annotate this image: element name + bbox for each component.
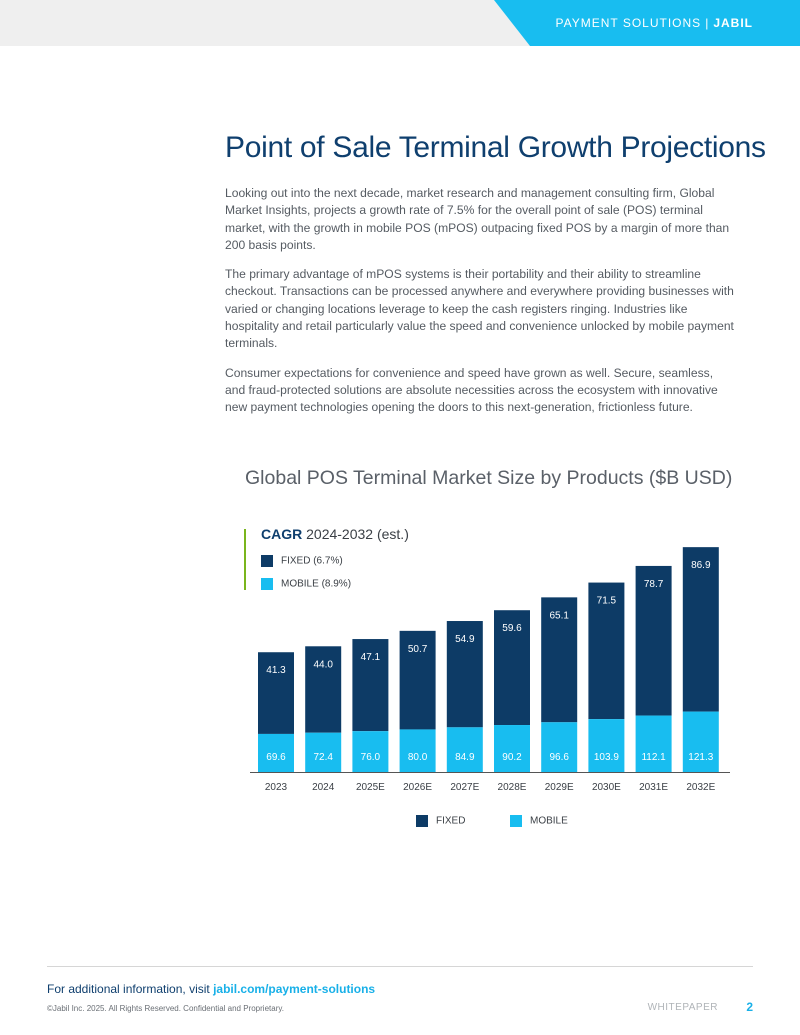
paragraph-2: The primary advantage of mPOS systems is… <box>225 267 734 351</box>
bar-mobile <box>305 732 342 772</box>
bar-fixed <box>446 621 483 728</box>
data-label-fixed: 44.0 <box>313 659 333 670</box>
page-number: 2 <box>746 1000 753 1014</box>
header-brand: JABIL <box>713 16 753 30</box>
data-label-fixed: 59.6 <box>502 623 522 634</box>
paragraph-3: Consumer expectations for convenience an… <box>225 365 718 415</box>
footer-info: For additional information, visit jabil.… <box>47 982 375 996</box>
bar-fixed <box>588 582 625 720</box>
data-label-mobile: 84.9 <box>455 752 475 763</box>
data-label-mobile: 96.6 <box>549 752 569 763</box>
x-tick-label: 2024 <box>312 782 335 793</box>
cagr-mobile: MOBILE (8.9%) <box>261 578 351 590</box>
legend-mobile-label: MOBILE <box>530 815 568 827</box>
bar-fixed <box>399 630 436 730</box>
cagr-fixed: FIXED (6.7%) <box>261 555 343 567</box>
bar-mobile <box>588 719 625 772</box>
data-label-fixed: 86.9 <box>691 560 711 571</box>
x-tick-label: 2030E <box>592 782 621 793</box>
data-label-mobile: 112.1 <box>641 752 666 763</box>
legend-fixed-label: FIXED <box>436 815 466 827</box>
cagr-range: 2024-2032 (est.) <box>306 526 409 542</box>
cagr-fixed-label: FIXED (6.7%) <box>281 555 343 567</box>
bar-fixed <box>682 547 719 712</box>
header-text: PAYMENT SOLUTIONS | JABIL <box>556 16 754 30</box>
bar-mobile <box>541 722 578 772</box>
data-label-mobile: 69.6 <box>266 752 286 763</box>
data-label-fixed: 54.9 <box>455 634 475 645</box>
data-label-fixed: 78.7 <box>644 579 664 590</box>
data-label-fixed: 47.1 <box>361 652 381 663</box>
copyright: ©Jabil Inc. 2025. All Rights Reserved. C… <box>47 1004 284 1013</box>
bar-mobile <box>635 715 672 772</box>
bar-mobile <box>352 731 389 772</box>
data-label-fixed: 50.7 <box>408 644 428 655</box>
bar-fixed <box>258 652 294 734</box>
header-separator: | <box>705 16 710 30</box>
x-tick-label: 2032E <box>686 782 715 793</box>
data-label-fixed: 65.1 <box>549 610 569 621</box>
bar-mobile <box>494 725 530 772</box>
data-label-fixed: 41.3 <box>266 665 286 676</box>
x-tick-label: 2031E <box>639 782 668 793</box>
cagr-title: CAGR 2024-2032 (est.) <box>261 526 409 542</box>
footer-link[interactable]: jabil.com/payment-solutions <box>213 982 376 996</box>
bar-fixed <box>635 565 672 716</box>
paragraph-1: Looking out into the next decade, market… <box>225 186 730 252</box>
mobile-swatch <box>261 578 273 590</box>
footer-info-prefix: For additional information, visit <box>47 982 214 996</box>
cagr-accent-bar <box>244 529 246 590</box>
data-label-mobile: 72.4 <box>313 752 333 763</box>
bar-fixed <box>541 597 578 723</box>
bar-mobile <box>399 729 436 772</box>
footer-divider <box>47 966 753 967</box>
data-label-mobile: 76.0 <box>361 752 381 763</box>
bar-mobile <box>446 727 483 772</box>
x-tick-label: 2025E <box>356 782 385 793</box>
bar-fixed <box>305 646 342 733</box>
header-section: PAYMENT SOLUTIONS <box>555 16 702 30</box>
bar-mobile <box>682 711 719 772</box>
data-label-mobile: 90.2 <box>502 752 522 763</box>
header-accent <box>494 0 800 46</box>
x-tick-label: 2023 <box>265 782 288 793</box>
body-text: Looking out into the next decade, market… <box>225 185 735 429</box>
page-title: Point of Sale Terminal Growth Projection… <box>225 131 766 164</box>
bar-mobile <box>258 733 294 772</box>
cagr-mobile-label: MOBILE (8.9%) <box>281 578 352 590</box>
bar-fixed <box>494 610 530 726</box>
doc-type: WHITEPAPER <box>647 1002 718 1013</box>
data-label-mobile: 80.0 <box>408 752 428 763</box>
legend-fixed: FIXED <box>416 815 465 827</box>
x-tick-label: 2026E <box>403 782 432 793</box>
legend-mobile: MOBILE <box>510 815 568 827</box>
legend-mobile-swatch <box>510 815 522 827</box>
bar-fixed <box>352 639 389 732</box>
x-tick-label: 2028E <box>498 782 527 793</box>
data-label-mobile: 121.3 <box>688 752 713 763</box>
data-label-fixed: 71.5 <box>597 596 617 607</box>
x-tick-label: 2029E <box>545 782 574 793</box>
x-tick-label: 2027E <box>450 782 479 793</box>
data-label-mobile: 103.9 <box>594 752 619 763</box>
fixed-swatch <box>261 555 273 567</box>
cagr-label: CAGR <box>261 526 303 542</box>
chart-title: Global POS Terminal Market Size by Produ… <box>245 467 733 489</box>
legend-fixed-swatch <box>416 815 428 827</box>
